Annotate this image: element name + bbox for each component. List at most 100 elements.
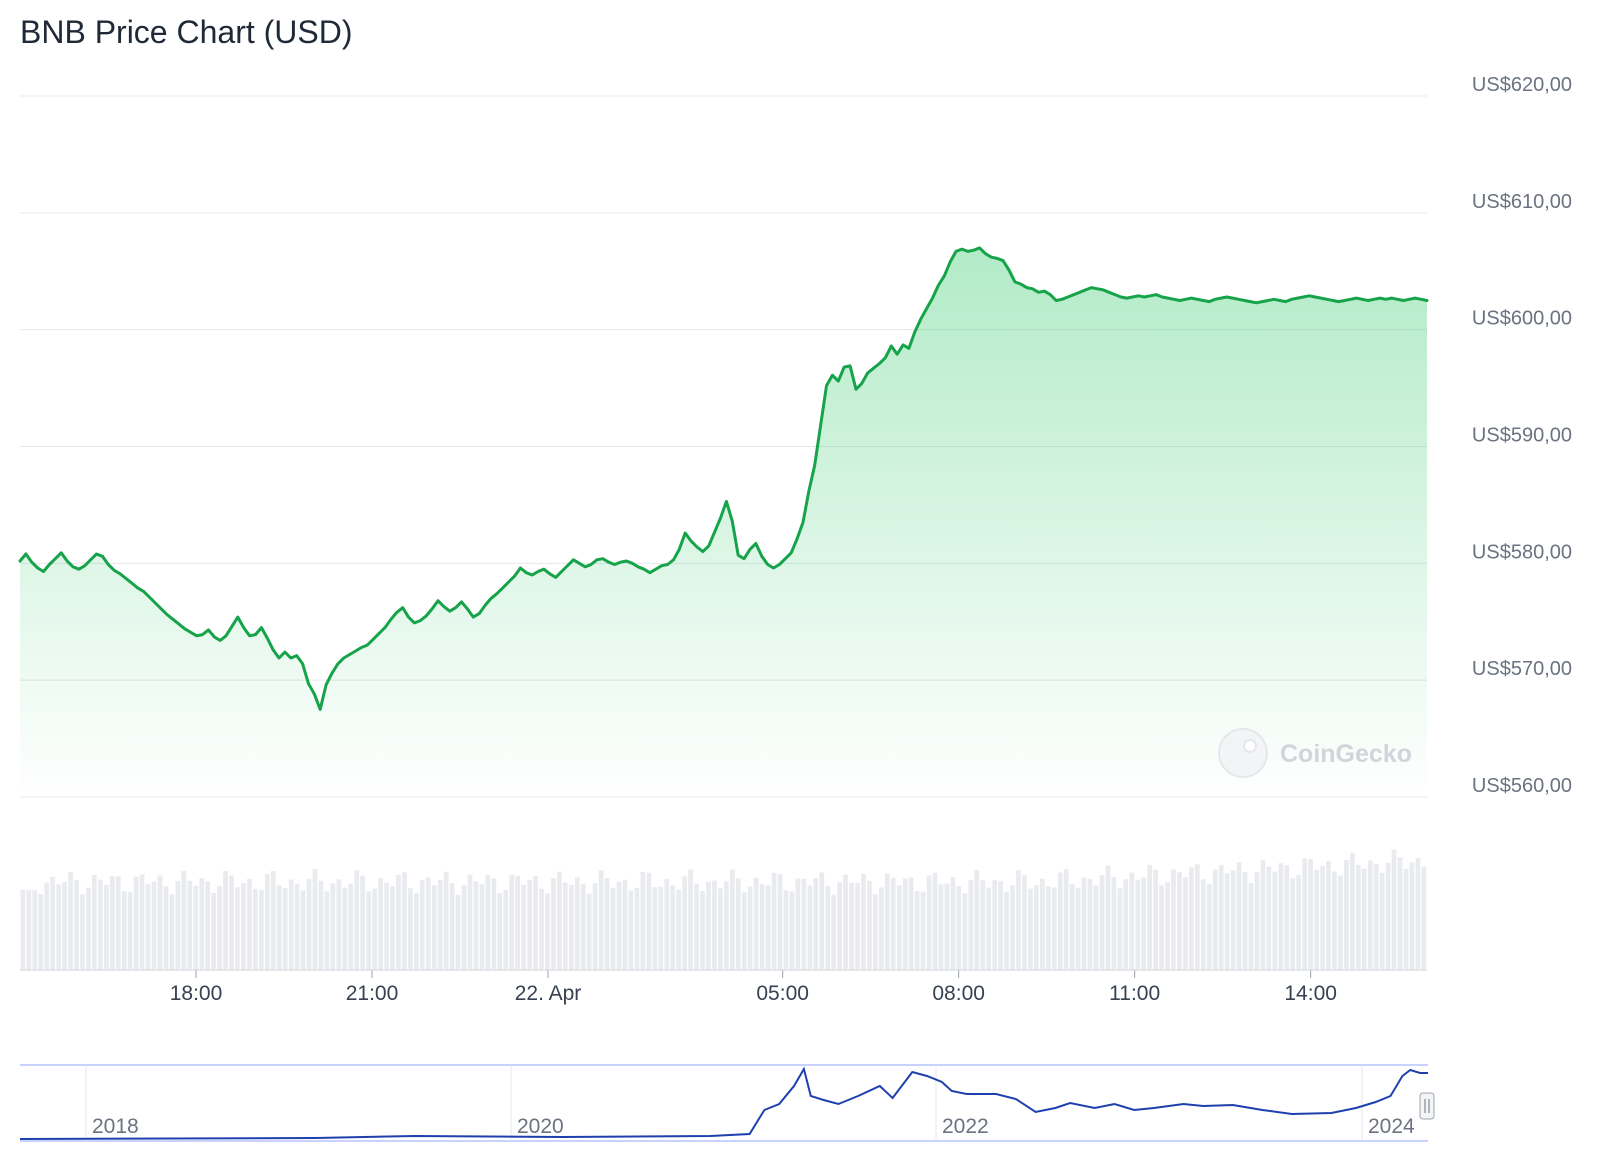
volume-bar xyxy=(342,887,348,970)
volume-bar xyxy=(777,874,783,970)
volume-bars xyxy=(20,849,1427,970)
volume-bar xyxy=(634,887,640,970)
volume-bar xyxy=(1189,867,1194,970)
volume-bar xyxy=(121,891,127,970)
navigator-tick-label: 2022 xyxy=(942,1115,989,1138)
volume-bar xyxy=(873,894,878,970)
volume-bar xyxy=(264,874,270,970)
volume-bar xyxy=(509,874,515,970)
volume-bar xyxy=(288,879,294,970)
volume-bar xyxy=(670,885,675,970)
volume-bar xyxy=(62,881,67,970)
volume-bar xyxy=(867,880,872,970)
volume-bar xyxy=(276,885,282,970)
volume-bar xyxy=(306,879,312,970)
volume-bar xyxy=(491,878,497,970)
volume-bar xyxy=(974,869,980,970)
volume-bar xyxy=(1129,872,1135,970)
volume-bar xyxy=(1218,865,1224,970)
volume-bar xyxy=(419,880,425,970)
volume-bar xyxy=(718,888,723,970)
navigator-tick-label: 2018 xyxy=(92,1115,139,1138)
volume-bar xyxy=(384,882,389,970)
volume-bar xyxy=(1111,877,1117,970)
volume-bar xyxy=(932,872,938,970)
volume-bar xyxy=(1230,870,1236,970)
volume-bar xyxy=(771,872,777,970)
volume-bar xyxy=(1326,861,1331,970)
y-tick-label: US$560,00 xyxy=(1472,775,1572,797)
volume-bar xyxy=(109,876,115,970)
volume-bar xyxy=(467,874,473,970)
volume-bar xyxy=(664,879,670,970)
volume-bar xyxy=(187,880,193,970)
volume-bar xyxy=(139,874,145,970)
volume-bar xyxy=(1421,866,1427,970)
x-tick-label: 11:00 xyxy=(1109,982,1160,1005)
coingecko-logo-eye xyxy=(1243,739,1257,753)
volume-bar xyxy=(199,878,205,970)
volume-bar xyxy=(253,888,258,970)
volume-bar xyxy=(56,884,61,970)
volume-bar xyxy=(1183,877,1188,970)
volume-bar xyxy=(992,880,997,970)
volume-bar xyxy=(1385,862,1391,970)
volume-bar xyxy=(962,893,968,970)
y-tick-label: US$580,00 xyxy=(1472,541,1572,563)
volume-bar xyxy=(1117,888,1123,970)
volume-bar xyxy=(1010,885,1015,970)
volume-bar xyxy=(1248,883,1254,970)
volume-bar xyxy=(569,884,574,970)
volume-bar xyxy=(1075,887,1081,970)
volume-bar xyxy=(217,886,222,970)
volume-bar xyxy=(44,882,49,970)
volume-bar xyxy=(497,893,503,970)
volume-bar xyxy=(336,879,342,970)
volume-bar xyxy=(1123,879,1129,970)
volume-bar xyxy=(628,890,634,970)
volume-bar xyxy=(801,878,807,970)
volume-bar xyxy=(1063,869,1069,970)
volume-bar xyxy=(473,881,479,970)
volume-bar xyxy=(181,871,187,970)
y-tick-label: US$570,00 xyxy=(1472,658,1572,680)
volume-bar xyxy=(1278,863,1284,970)
volume-bar xyxy=(688,869,693,970)
volume-bar xyxy=(586,893,592,970)
volume-bar xyxy=(1081,877,1087,970)
volume-bar xyxy=(813,878,819,970)
volume-bar xyxy=(259,889,264,970)
volume-bar xyxy=(396,874,401,970)
volume-bar xyxy=(437,880,443,970)
volume-bar xyxy=(1290,878,1296,970)
volume-bar xyxy=(682,876,687,970)
volume-bar xyxy=(1272,871,1278,970)
range-navigator: 2018 2020 2022 2024 xyxy=(19,1064,1435,1142)
volume-bar xyxy=(640,871,646,970)
volume-bar xyxy=(902,878,908,970)
volume-bar xyxy=(789,891,795,970)
volume-bar xyxy=(461,885,467,970)
volume-bar xyxy=(151,881,157,970)
volume-bar xyxy=(616,881,622,970)
volume-bar xyxy=(443,871,449,970)
volume-bar xyxy=(1415,858,1421,970)
volume-bar xyxy=(896,885,902,970)
volume-bar xyxy=(914,891,920,970)
volume-bar xyxy=(855,882,860,970)
volume-bar xyxy=(479,884,485,970)
y-axis-ticks: US$620,00 US$610,00 US$600,00 US$590,00 US$5… xyxy=(1472,74,1572,797)
volume-bar xyxy=(926,875,932,970)
navigator-handle[interactable] xyxy=(1419,1092,1435,1120)
volume-bar xyxy=(503,890,509,970)
volume-bar xyxy=(169,894,175,970)
volume-bar xyxy=(1135,879,1141,970)
volume-bar xyxy=(843,874,848,970)
volume-bar xyxy=(32,890,38,970)
volume-bar xyxy=(920,891,926,970)
volume-bar xyxy=(1403,868,1409,970)
volume-bar xyxy=(1093,885,1099,970)
volume-bar xyxy=(658,886,664,970)
volume-bar xyxy=(1296,874,1301,970)
volume-bar xyxy=(1069,884,1075,970)
